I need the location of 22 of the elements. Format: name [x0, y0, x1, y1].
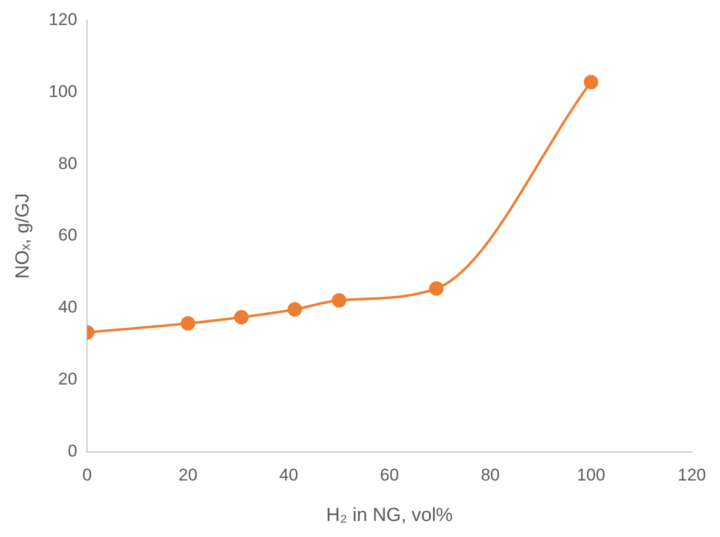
x-axis-title: H₂ in NG, vol%	[326, 504, 453, 526]
x-tick-label: 120	[678, 466, 706, 485]
point	[288, 302, 302, 317]
point	[332, 293, 346, 308]
x-tick-label: 20	[178, 466, 198, 485]
y-tick-label: 60	[58, 226, 78, 245]
y-tick-label: 20	[58, 370, 78, 389]
x-tick-label: 100	[576, 466, 606, 485]
point	[584, 74, 598, 90]
y-tick-label: 120	[48, 10, 78, 29]
y-tick-label: 40	[58, 298, 78, 317]
y-tick-label: 80	[58, 154, 78, 173]
point	[234, 310, 249, 325]
point	[180, 316, 196, 331]
point	[429, 281, 444, 296]
x-tick-label: 80	[480, 466, 500, 485]
y-tick-label: 0	[68, 441, 78, 460]
y-tick-label: 100	[48, 82, 78, 101]
x-tick-label: 0	[82, 466, 92, 485]
x-tick-label: 60	[380, 466, 399, 485]
x-tick-label: 40	[279, 466, 298, 485]
y-axis-title: NOₓ, g/GJ	[12, 193, 34, 279]
